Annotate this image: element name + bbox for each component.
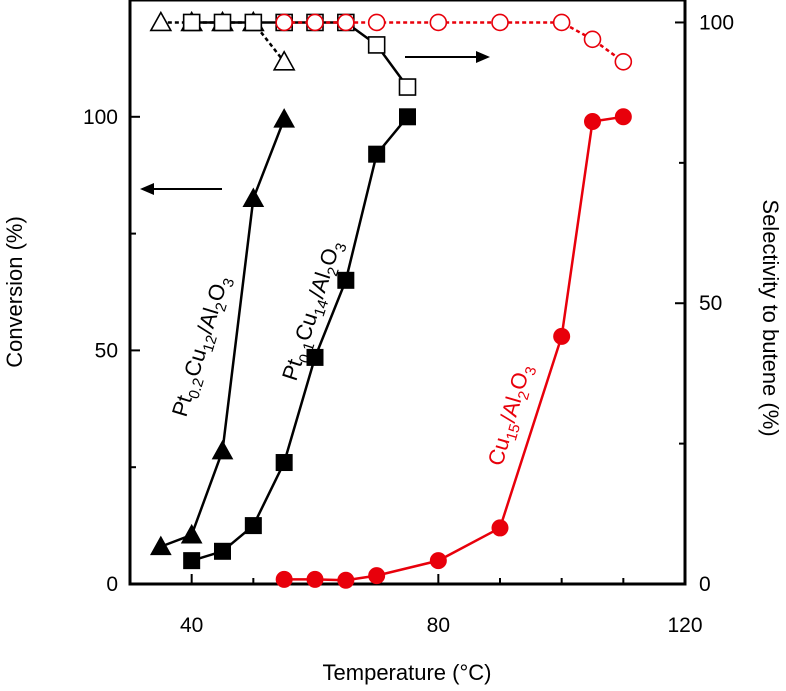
pt0-2cu12-al2o3-conversion-point <box>211 439 234 460</box>
pt0-1cu14-al2o3-conversion-point <box>399 108 416 126</box>
pt0-2cu12-al2o3-conversion-point <box>180 523 203 544</box>
pt0-2cu12-al2o3-conversion-point <box>149 535 172 556</box>
cu15-al2o3-conversion-point <box>491 519 509 537</box>
cu15-al2o3-conversion-point <box>368 567 386 585</box>
x-tick-label: 80 <box>427 614 450 637</box>
pt0-1cu14-al2o3-selectivity-point <box>244 13 263 32</box>
y-axis-left-title: Conversion (%) <box>2 216 27 368</box>
pt0-1cu14-al2o3-conversion-point <box>306 348 324 366</box>
cu15-al2o3-selectivity-point <box>552 13 571 32</box>
series-layer <box>149 10 633 589</box>
right-pointing-arrow <box>405 51 490 63</box>
pt0-2cu12-al2o3-selectivity-point <box>272 50 296 71</box>
x-tick-label: 120 <box>667 614 702 637</box>
pt0-1cu14-al2o3-selectivity-point <box>367 36 386 54</box>
x-axis-title: Temperature (°C) <box>323 660 492 685</box>
y-left-tick-label: 0 <box>106 573 118 596</box>
cu15-al2o3-conversion-point <box>337 571 355 589</box>
y-right-tick-label: 100 <box>699 11 734 34</box>
y-right-tick-label: 50 <box>699 292 722 315</box>
cu15-al2o3-conversion-point <box>614 108 632 126</box>
x-tick-label: 40 <box>180 614 203 637</box>
y-left-tick-label: 100 <box>83 106 118 129</box>
axis-ticks: 40 80 120 0 50 100 0 50 100 <box>83 11 734 637</box>
pt02-label: Pt0.2Cu12/Al2O3 <box>167 273 238 421</box>
cu15-al2o3-conversion-point <box>429 552 447 570</box>
pt0-1cu14-al2o3-conversion-point <box>337 271 355 289</box>
cu15-al2o3-selectivity-point <box>306 13 324 32</box>
cu15-al2o3-selectivity-point <box>429 13 448 32</box>
pt0-2cu12-al2o3-conversion-line <box>160 118 286 548</box>
cu15-al2o3-conversion-point <box>275 570 293 588</box>
pt0-2cu12-al2o3-conversion-point <box>273 108 296 128</box>
pt0-1cu14-al2o3-conversion-point <box>214 542 231 560</box>
pt0-1cu14-al2o3-selectivity-line <box>191 21 409 88</box>
y-right-tick-label: 0 <box>699 573 711 596</box>
left-pointing-arrow <box>140 183 222 195</box>
cu15-al2o3-conversion-point <box>553 327 571 345</box>
pt0-1cu14-al2o3-selectivity-point <box>182 13 201 32</box>
pt0-1cu14-al2o3-conversion-point <box>275 454 293 472</box>
cu15-al2o3-selectivity-point <box>583 30 602 49</box>
pt0-2cu12-al2o3-conversion-point <box>242 187 265 208</box>
cu15-al2o3-selectivity-point <box>367 13 386 32</box>
pt0-1cu14-al2o3-selectivity-point <box>213 13 232 32</box>
cu15-al2o3-conversion-line <box>284 115 624 582</box>
cu15-al2o3-selectivity-point <box>491 13 509 32</box>
pt0-1cu14-al2o3-conversion-point <box>368 145 386 163</box>
cu15-al2o3-selectivity-point <box>614 52 633 71</box>
cu15-label: Cu15/Al2O3 <box>483 361 541 470</box>
cu15-al2o3-selectivity-line <box>284 21 625 63</box>
pt0-1cu14-al2o3-conversion-point <box>183 552 201 570</box>
plot-frame <box>128 0 687 586</box>
y-left-tick-label: 50 <box>95 339 118 362</box>
y-axis-right-title: Selectivity to butene (%) <box>758 199 783 436</box>
cu15-al2o3-conversion-point <box>584 112 601 130</box>
cu15-al2o3-selectivity-point <box>275 13 293 32</box>
pt0-1cu14-al2o3-selectivity-point <box>398 78 417 96</box>
cu15-al2o3-selectivity-point <box>337 13 355 32</box>
pt0-2cu12-al2o3-selectivity-point <box>149 10 173 32</box>
cu15-al2o3-conversion-point <box>306 570 324 588</box>
pt0-1cu14-al2o3-conversion-point <box>244 517 262 535</box>
